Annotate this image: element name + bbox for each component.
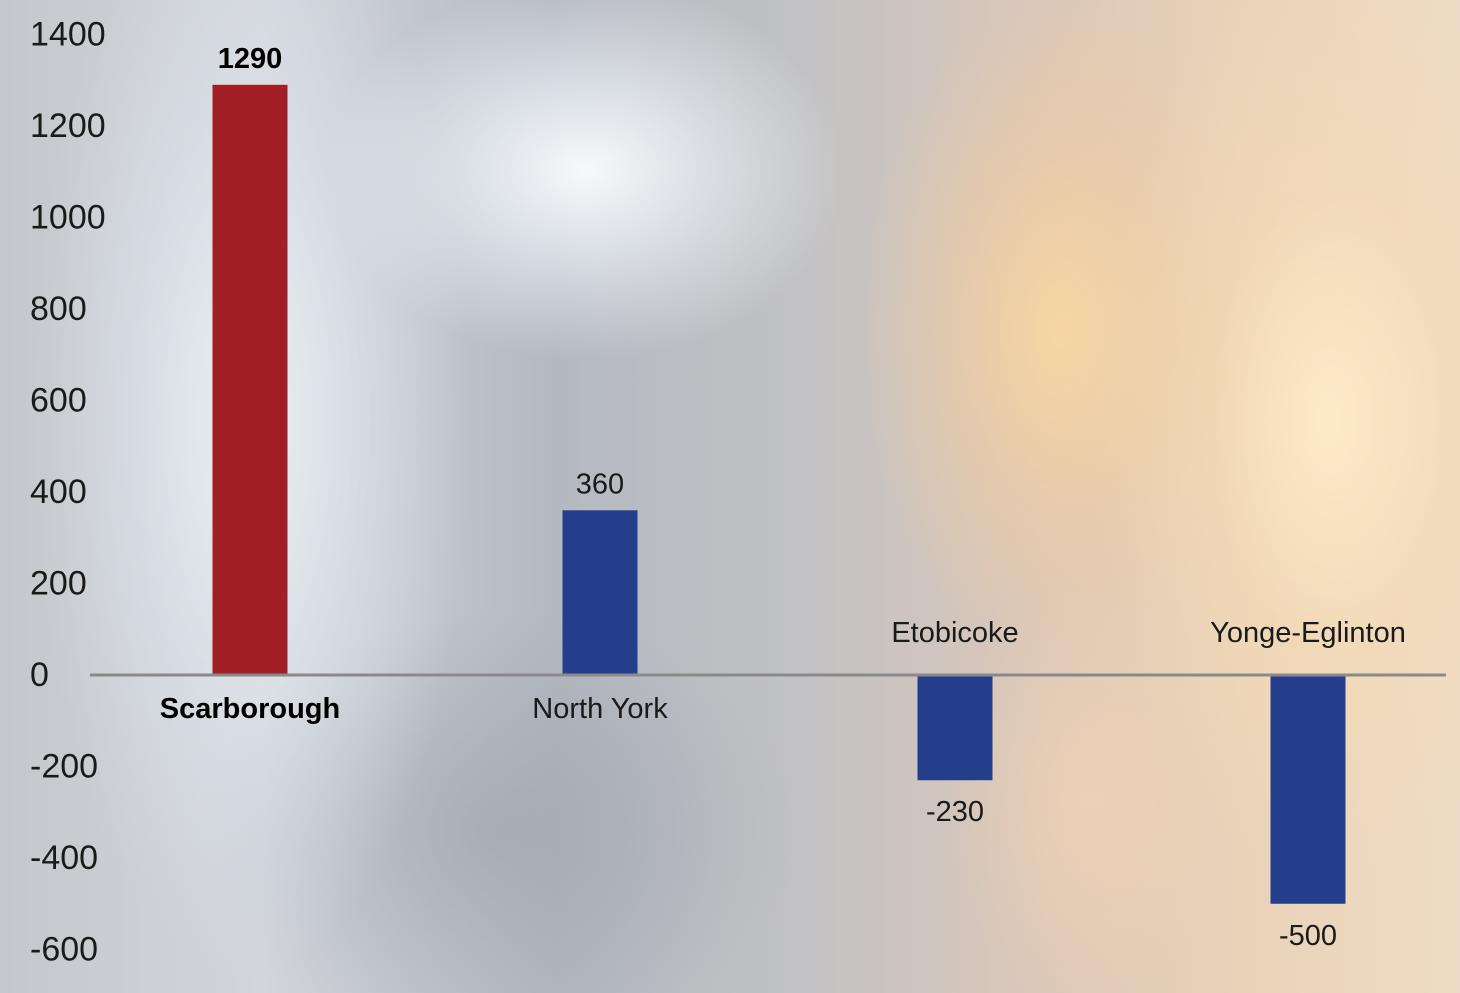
y-tick-label: -600 [30, 931, 98, 969]
data-label: -230 [926, 796, 984, 828]
y-tick-label: 1200 [30, 107, 106, 145]
category-label: Scarborough [160, 693, 340, 725]
category-label: Yonge-Eglinton [1210, 617, 1406, 649]
category-label: North York [532, 693, 668, 725]
bar-etobicoke [917, 675, 993, 781]
bar-scarborough [212, 84, 288, 675]
bars [212, 84, 1346, 904]
y-tick-label: -400 [30, 839, 98, 877]
data-label: 360 [576, 468, 624, 500]
y-tick-label: -200 [30, 748, 98, 786]
y-tick-label: 200 [30, 565, 87, 603]
category-labels: Scarborough North York Etobicoke Yonge-Egli… [160, 617, 1406, 725]
data-label: 1290 [218, 43, 283, 75]
y-tick-label: 600 [30, 382, 87, 420]
data-labels: 1290 360 -230 -500 [218, 43, 1337, 952]
data-label: -500 [1279, 920, 1337, 952]
category-label: Etobicoke [891, 617, 1018, 649]
y-tick-label: 1400 [30, 16, 106, 54]
bar-yonge-eglinton [1270, 675, 1346, 904]
y-tick-label: 0 [30, 656, 49, 694]
y-tick-label: 400 [30, 473, 87, 511]
bar-north-york [562, 510, 638, 675]
y-tick-label: 1000 [30, 199, 106, 237]
y-axis-tick-labels: 1400 1200 1000 800 600 400 200 0 -200 -400 -600 [30, 16, 106, 969]
y-tick-label: 800 [30, 290, 87, 328]
